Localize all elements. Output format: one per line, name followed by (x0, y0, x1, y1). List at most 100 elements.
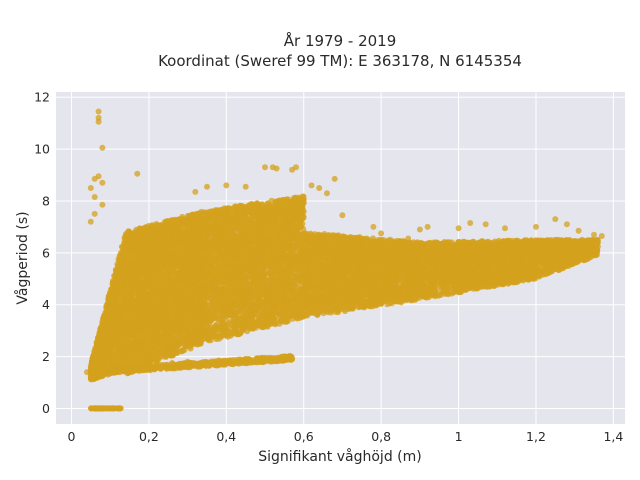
data-point (169, 305, 175, 311)
data-point (94, 340, 100, 346)
data-point (131, 299, 137, 305)
data-point (154, 356, 160, 362)
data-point (106, 329, 112, 335)
data-point (156, 249, 162, 255)
data-point (189, 212, 195, 218)
data-point (140, 330, 146, 336)
data-point (181, 253, 187, 259)
data-point (153, 256, 159, 262)
data-point (90, 358, 96, 364)
data-point (166, 234, 172, 240)
data-point (127, 271, 133, 277)
data-point (111, 273, 117, 279)
data-point (188, 219, 194, 225)
data-point (185, 343, 191, 349)
data-point (180, 291, 186, 297)
data-point (134, 236, 140, 242)
data-point (172, 258, 178, 264)
data-point (132, 251, 138, 257)
data-point (136, 244, 142, 250)
data-point (92, 349, 98, 355)
data-point (132, 278, 138, 284)
data-point (180, 347, 186, 353)
data-point (135, 284, 141, 290)
data-point (177, 341, 183, 347)
data-point (117, 277, 123, 283)
data-point (157, 264, 163, 270)
data-point (168, 241, 174, 247)
data-point (191, 246, 197, 252)
data-point (168, 226, 174, 232)
data-point (185, 230, 191, 236)
data-point (123, 231, 129, 237)
data-point (158, 349, 164, 355)
data-point (123, 323, 129, 329)
data-point (113, 287, 119, 293)
data-point (154, 311, 160, 317)
data-point (139, 260, 145, 266)
data-point (144, 281, 150, 287)
data-point (129, 290, 135, 296)
data-point (125, 304, 131, 310)
data-point (185, 281, 191, 287)
data-point (165, 291, 171, 297)
data-point (171, 284, 177, 290)
data-point (124, 285, 130, 291)
data-point (129, 312, 135, 318)
data-point (132, 322, 138, 328)
data-point (157, 236, 163, 242)
data-point (174, 347, 180, 353)
data-point (96, 332, 102, 338)
data-point (179, 303, 185, 309)
data-point (114, 328, 120, 334)
data-point (169, 217, 175, 223)
data-point (175, 263, 181, 269)
data-point (105, 350, 111, 356)
data-point (192, 226, 198, 232)
data-point (179, 216, 185, 222)
data-point (125, 280, 131, 286)
data-point (164, 261, 170, 267)
data-point (190, 318, 196, 324)
data-point (164, 248, 170, 254)
data-point (129, 344, 135, 350)
data-point (166, 346, 172, 352)
data-point (138, 349, 144, 355)
data-point (173, 323, 179, 329)
data-point (194, 264, 200, 270)
data-point (160, 337, 166, 343)
data-point (173, 274, 179, 280)
data-point (178, 328, 184, 334)
chart-title-line-2: Koordinat (Sweref 99 TM): E 363178, N 61… (158, 52, 522, 70)
data-point (181, 313, 187, 319)
data-point (149, 279, 155, 285)
data-point (163, 271, 169, 277)
data-point (137, 299, 143, 305)
data-point (168, 330, 174, 336)
data-point (194, 217, 200, 223)
data-point (123, 352, 129, 358)
data-point (100, 326, 106, 332)
data-point (149, 228, 155, 234)
data-point (132, 336, 138, 342)
data-point (113, 349, 119, 355)
data-point (126, 237, 132, 243)
data-point (174, 315, 180, 321)
data-point (177, 224, 183, 230)
data-point (149, 323, 155, 329)
data-point (159, 255, 165, 261)
data-point (148, 269, 154, 275)
data-point (154, 327, 160, 333)
data-point (100, 355, 106, 361)
data-point (141, 293, 147, 299)
data-point (153, 284, 159, 290)
data-point (142, 238, 148, 244)
data-point (163, 311, 169, 317)
data-point (195, 309, 201, 315)
data-point (107, 296, 113, 302)
data-point (137, 225, 143, 231)
data-point (158, 281, 164, 287)
data-point (142, 343, 148, 349)
data-point (101, 313, 107, 319)
data-point (187, 239, 193, 245)
